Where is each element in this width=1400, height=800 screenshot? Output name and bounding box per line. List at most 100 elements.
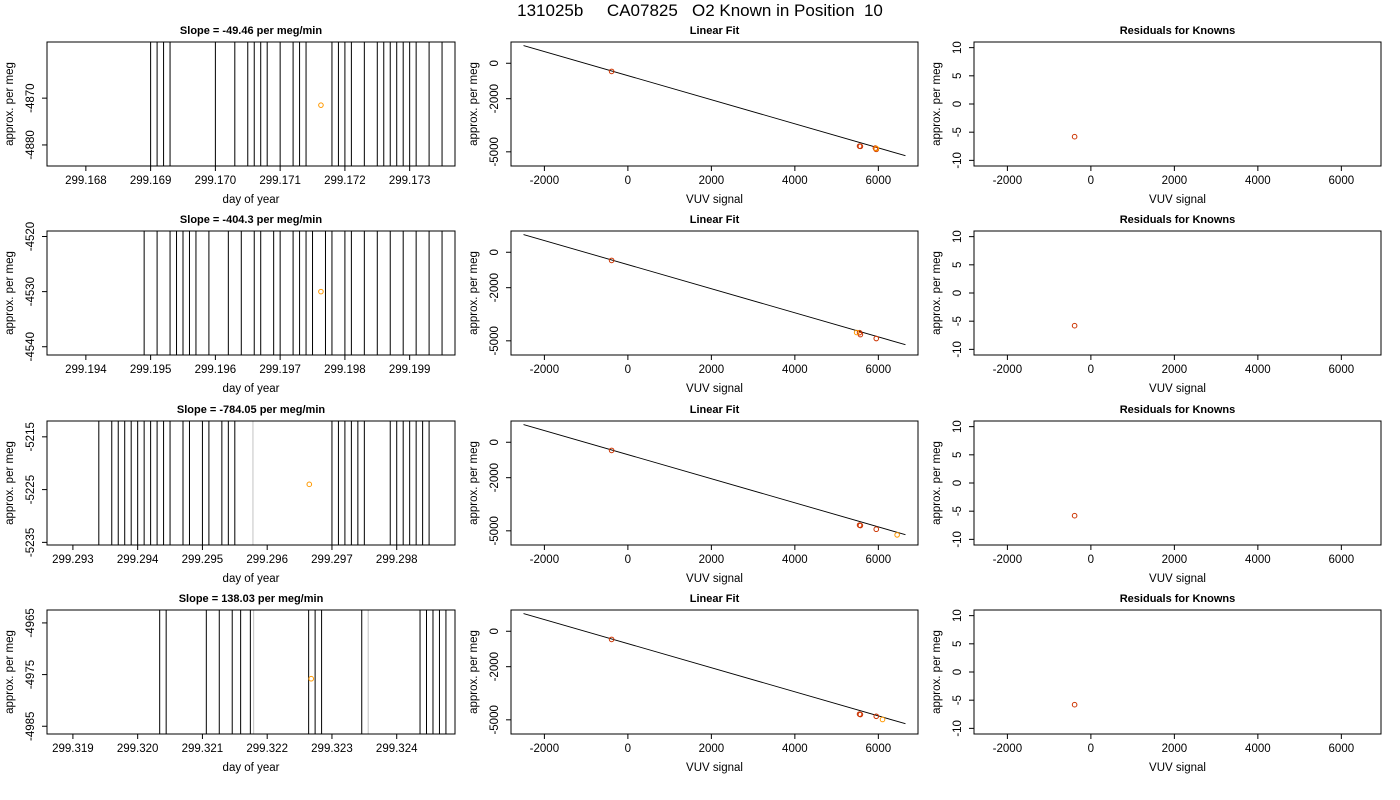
panel-r1-c1-title: Slope = -49.46 per meg/min: [180, 25, 322, 37]
panel-r4-c1-frame: [46, 609, 456, 735]
panel-r1-c2-x-tick-label: -2000: [530, 175, 559, 187]
panel-r1-c1-y-tick-label: -4870: [25, 83, 37, 112]
panel-r4-c3-y-tick-label: 10: [952, 609, 964, 622]
panel-r1-c2-x-axis-label: VUV signal: [686, 194, 743, 206]
panel-r3-c2-x-tick-label: 2000: [699, 554, 725, 566]
panel-r2-c2-known-point: [873, 335, 880, 342]
panel-r1-c3-frame: [973, 41, 1382, 167]
panel-r1-c3-y-tick-label: -10: [952, 152, 964, 169]
panel-r3-c3-x-tick-label: 4000: [1245, 554, 1271, 566]
panel-r3-c1-y-tick-label: -5225: [25, 475, 37, 504]
panel-r3-c1-x-tick-label: 299.296: [246, 554, 288, 566]
panel-r3-c3-y-tick-label: 5: [952, 452, 964, 458]
panel-r4-c3-y-tick-label: -10: [952, 720, 964, 737]
panel-r4-c3-y-tick-label: -5: [952, 695, 964, 705]
panel-r4-c1-x-tick-label: 299.320: [117, 743, 159, 755]
panel-r3-c1-x-axis-label: day of year: [223, 573, 280, 585]
panel-r4-c2-x-tick-label: -2000: [530, 743, 559, 755]
panel-r3-c2-y-tick-label: -2000: [489, 463, 501, 492]
panel-r4-c3-x-tick-label: 6000: [1329, 743, 1355, 755]
panel-r4-c2-x-axis-label: VUV signal: [686, 762, 743, 774]
panel-r1-c3-x-tick-label: -2000: [993, 175, 1022, 187]
panel-r3-c2-title: Linear Fit: [690, 404, 740, 416]
panel-r4-c2-known-point: [857, 711, 864, 718]
panel-r1-c1-frame: [46, 41, 456, 167]
panel-r4-c2-highlight-point: [879, 716, 886, 723]
panel-r4-c1-title: Slope = 138.03 per meg/min: [179, 593, 324, 605]
panel-r4-c3-y-tick-label: 5: [952, 641, 964, 647]
panel-r4-c3-x-tick-label: 0: [1088, 743, 1094, 755]
panel-r4-c2-frame: [510, 609, 919, 735]
panel-r2-c1-y-axis-label: approx. per meg: [4, 251, 16, 335]
panel-r3-c2-known-point: [608, 447, 615, 454]
panel-r2-c1-y-tick-label: -4520: [25, 222, 37, 251]
panel-r1-c2-x-tick-label: 2000: [699, 175, 725, 187]
panel-r4-c1-x-tick-label: 299.319: [52, 743, 94, 755]
panel-r1-c1-x-tick-label: 299.170: [195, 175, 237, 187]
panel-r2-c2-y-axis-label: approx. per meg: [468, 251, 480, 335]
panel-r3-c1-x-tick-label: 299.295: [182, 554, 224, 566]
panel-r4-c2-x-tick-label: 6000: [866, 743, 892, 755]
panel-r1-c1-x-tick-label: 299.169: [130, 175, 172, 187]
panel-r3-c2-x-tick-label: 6000: [866, 554, 892, 566]
panel-r1-c3-x-tick-label: 2000: [1162, 175, 1188, 187]
panel-r3-c1-title: Slope = -784.05 per meg/min: [177, 404, 326, 416]
panel-r2-c2-fit-line: [523, 234, 906, 346]
panel-r3-c3-title: Residuals for Knowns: [1120, 404, 1236, 416]
panel-r4-c1-x-tick-label: 299.324: [376, 743, 418, 755]
panel-r1-c3-x-axis-label: VUV signal: [1149, 194, 1206, 206]
panel-r1-c2-frame: [510, 41, 919, 167]
panel-r3-c2-x-axis-label: VUV signal: [686, 573, 743, 585]
panel-r3-c1-x-tick-label: 299.297: [311, 554, 353, 566]
panel-r1-c3-y-tick-label: 5: [952, 73, 964, 79]
panel-r3-c2-fit-line: [523, 424, 906, 536]
panel-r2-c2-title: Linear Fit: [690, 214, 740, 226]
panel-r3-c3-frame: [973, 420, 1382, 546]
panel-r4-c3-y-tick-label: 0: [952, 669, 964, 675]
panel-r2-c1-x-tick-label: 299.195: [130, 364, 172, 376]
panel-r4-c3-x-axis-label: VUV signal: [1149, 762, 1206, 774]
panel-r2-c3-y-tick-label: 0: [952, 290, 964, 296]
panel-r2-c2-highlight-point: [853, 329, 860, 336]
panel-r1-c1-x-tick-label: 299.171: [259, 175, 301, 187]
panel-r2-c3-x-tick-label: -2000: [993, 364, 1022, 376]
panel-r3-c3-y-axis-label: approx. per meg: [931, 441, 943, 525]
panel-r2-c2-x-axis-label: VUV signal: [686, 383, 743, 395]
panel-r3-c2-known-point: [857, 522, 864, 529]
panel-r4-c2-title: Linear Fit: [690, 593, 740, 605]
panel-r3-c1-y-tick-label: -5235: [25, 528, 37, 557]
panel-r2-c3-residual-point: [1071, 322, 1078, 329]
panel-r1-c3-x-tick-label: 6000: [1329, 175, 1355, 187]
panel-r2-c2-x-tick-label: 6000: [866, 364, 892, 376]
panel-r1-c2-known-point: [608, 68, 615, 75]
panel-r2-c3-x-tick-label: 2000: [1162, 364, 1188, 376]
panel-r1-c2-highlight-point: [873, 145, 880, 152]
panel-r4-c1-sample-point: [308, 675, 315, 682]
panel-r2-c1-sample-point: [318, 288, 324, 295]
panel-r2-c2-x-tick-label: -2000: [530, 364, 559, 376]
panel-r3-c3-y-tick-label: -10: [952, 531, 964, 548]
panel-r2-c3-x-axis-label: VUV signal: [1149, 383, 1206, 395]
panel-r3-c1-y-axis-label: approx. per meg: [4, 441, 16, 525]
panel-r2-c3-x-tick-label: 0: [1088, 364, 1094, 376]
panel-r1-c3-y-tick-label: -5: [952, 127, 964, 137]
panel-r1-c2-y-axis-label: approx. per meg: [468, 62, 480, 146]
panel-r4-c1-x-tick-label: 299.323: [311, 743, 353, 755]
panel-r1-c2-y-tick-label: -2000: [489, 84, 501, 113]
panel-r3-c3-residual-point: [1071, 512, 1078, 519]
panel-r4-c2-x-tick-label: 0: [625, 743, 631, 755]
panel-r3-c3-x-tick-label: 0: [1088, 554, 1094, 566]
panel-r1-c2-x-tick-label: 4000: [782, 175, 808, 187]
panel-r4-c1-y-tick-label: -4975: [25, 660, 37, 689]
panel-r3-c2-x-tick-label: 0: [625, 554, 631, 566]
panel-r3-c1-x-tick-label: 299.294: [117, 554, 159, 566]
panel-r3-c3-y-tick-label: -5: [952, 506, 964, 516]
panel-r1-c2-fit-line: [523, 45, 906, 157]
panel-r2-c2-known-point: [608, 257, 615, 264]
panel-r1-c1-x-axis-label: day of year: [223, 194, 280, 206]
panel-r2-c1-x-tick-label: 299.199: [389, 364, 431, 376]
panel-r4-c2-known-point: [873, 713, 880, 720]
panel-r1-c1-x-tick-label: 299.172: [324, 175, 366, 187]
panel-r3-c1-x-tick-label: 299.298: [376, 554, 418, 566]
